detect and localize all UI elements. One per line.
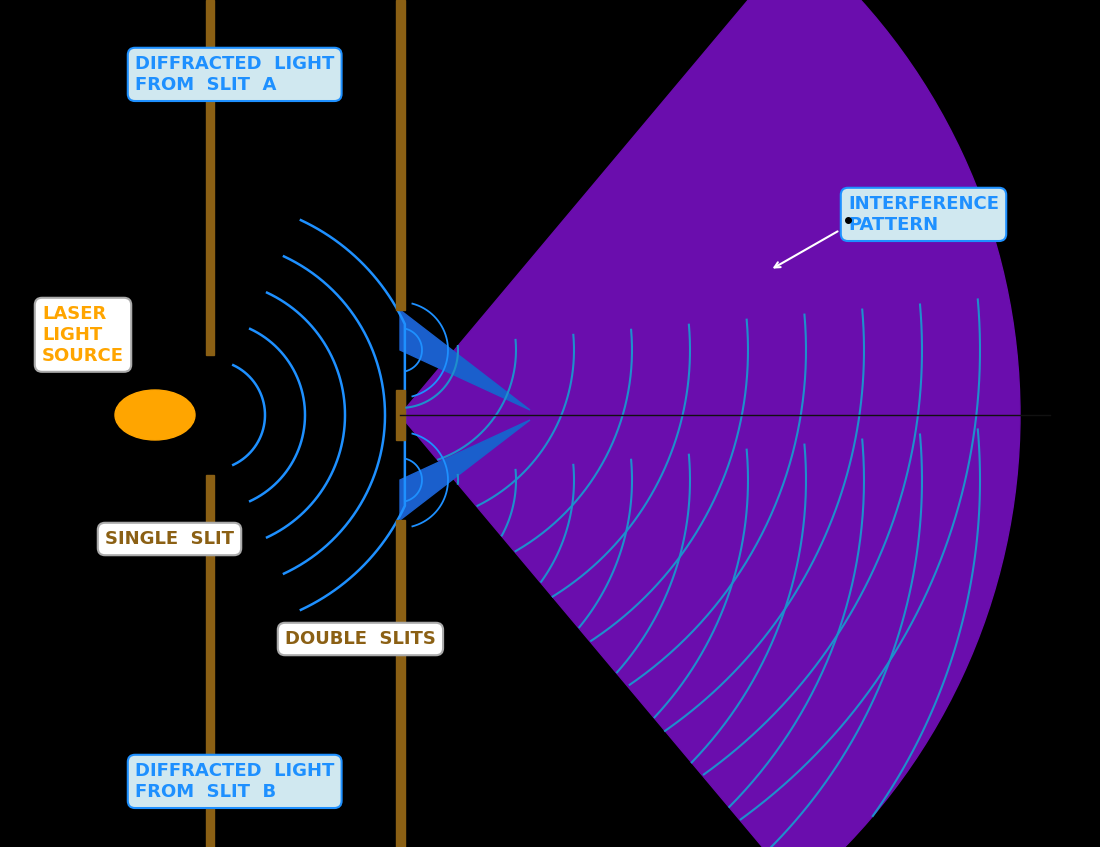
Wedge shape <box>400 0 1020 847</box>
Text: INTERFERENCE
PATTERN: INTERFERENCE PATTERN <box>848 195 999 234</box>
Polygon shape <box>400 420 530 520</box>
Bar <box>396 520 405 847</box>
Bar <box>396 390 405 440</box>
Polygon shape <box>400 310 530 410</box>
Bar <box>396 0 405 310</box>
Text: LASER
LIGHT
SOURCE: LASER LIGHT SOURCE <box>42 305 124 364</box>
Text: SINGLE  SLIT: SINGLE SLIT <box>104 530 234 548</box>
Bar <box>206 475 214 847</box>
Ellipse shape <box>116 390 195 440</box>
Bar <box>206 0 214 355</box>
Text: DIFFRACTED  LIGHT
FROM  SLIT  A: DIFFRACTED LIGHT FROM SLIT A <box>135 55 334 94</box>
Text: DOUBLE  SLITS: DOUBLE SLITS <box>285 630 436 648</box>
Text: DIFFRACTED  LIGHT
FROM  SLIT  B: DIFFRACTED LIGHT FROM SLIT B <box>135 762 334 800</box>
